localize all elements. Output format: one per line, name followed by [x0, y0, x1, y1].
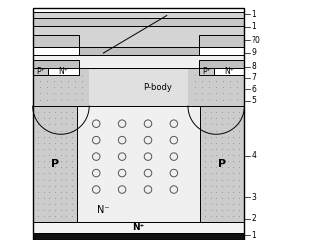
Text: 1: 1 [251, 10, 256, 19]
Text: 6: 6 [251, 85, 256, 94]
Bar [33, 233, 244, 240]
Bar [214, 68, 244, 75]
Text: 8: 8 [251, 62, 256, 71]
Bar [33, 12, 244, 18]
Bar [33, 68, 89, 106]
Bar [188, 68, 244, 106]
Bar [33, 106, 77, 222]
Bar [79, 47, 199, 55]
Bar [33, 35, 79, 47]
Bar [200, 106, 244, 222]
Text: 3: 3 [251, 193, 256, 202]
Bar [33, 55, 244, 68]
Bar [199, 60, 244, 68]
Text: N⁺: N⁺ [58, 67, 68, 76]
Bar [33, 60, 79, 68]
Bar [199, 68, 214, 75]
Text: N⁺: N⁺ [224, 67, 234, 76]
Text: N⁺: N⁺ [133, 223, 145, 232]
Text: P-body: P-body [143, 83, 172, 92]
Bar [33, 222, 244, 233]
Text: 9: 9 [251, 49, 256, 57]
Text: P: P [218, 159, 226, 169]
Text: N⁻: N⁻ [97, 205, 109, 215]
Text: 2: 2 [251, 214, 256, 223]
Bar [48, 68, 79, 75]
Text: 7: 7 [251, 74, 256, 82]
Bar [33, 8, 244, 240]
Text: 1: 1 [251, 23, 256, 31]
Text: P⁺: P⁺ [202, 67, 211, 76]
Bar [33, 18, 244, 26]
Bar [33, 68, 48, 75]
Text: 4: 4 [251, 151, 256, 160]
Text: 1: 1 [251, 231, 256, 240]
Text: P⁺: P⁺ [36, 67, 45, 76]
Text: P: P [51, 159, 59, 169]
Bar [33, 26, 244, 47]
Bar [33, 68, 244, 106]
Bar [33, 106, 244, 222]
Bar [199, 35, 244, 47]
Text: ?0: ?0 [251, 36, 260, 45]
Text: 5: 5 [251, 96, 256, 105]
